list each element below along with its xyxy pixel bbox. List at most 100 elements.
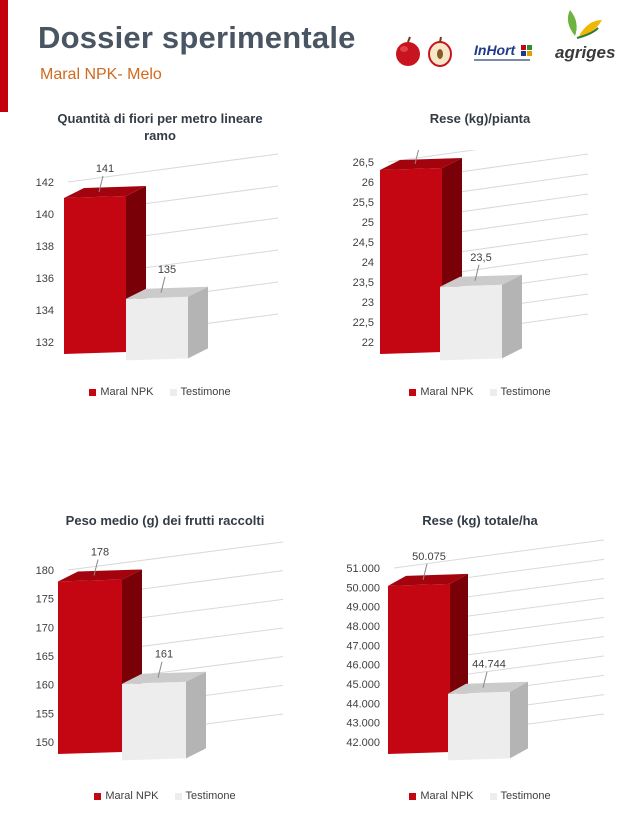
chart-title: Rese (kg)/pianta [429,111,531,126]
legend-label: Maral NPK [100,386,154,398]
bar-side [188,286,208,359]
y-tick-label: 23,5 [353,277,374,289]
logo-strip: InHort agriges [392,8,628,74]
legend-item: Maral NPK [94,790,159,802]
bar-top [58,569,142,582]
y-tick-label: 165 [36,651,54,663]
agriges-logo-text: agriges [555,43,615,62]
chart-legend: Maral NPK Testimone [330,386,630,398]
data-label-leader [414,150,420,165]
bar-top [448,681,528,694]
y-tick-label: 46.000 [346,660,380,672]
bar-side [186,671,206,759]
legend-label: Testimone [185,790,236,802]
chart-title: Quantità di fiori per metro lineare ramo [57,111,263,143]
legend-label: Testimone [500,386,551,398]
chart-legend: Maral NPK Testimone [10,790,320,802]
bar-top [122,671,206,684]
data-label-leader [474,264,480,281]
legend-item: Testimone [174,790,236,802]
y-tick-label: 45.000 [346,679,380,691]
legend-swatch [94,792,102,800]
gridline [387,150,478,163]
chart-title: Peso medio (g) dei frutti raccolti [65,513,265,528]
bar-top [380,158,462,170]
inhort-logo: InHort [474,42,532,61]
chart-legend: Maral NPK Testimone [10,386,310,398]
y-tick-label: 25 [362,217,374,229]
legend-label: Testimone [180,386,231,398]
y-tick-label: 24 [362,257,374,269]
y-tick-label: 26,5 [353,157,374,169]
y-tick-label: 50.000 [346,582,380,594]
data-label: 178 [91,546,109,558]
legend-swatch [169,388,177,396]
data-label: 135 [158,264,176,276]
data-label-leader [482,671,488,688]
y-tick-label: 160 [36,680,54,692]
legend-swatch [409,792,417,800]
chart-title: Rese (kg) totale/ha [422,513,538,528]
bar-front [58,579,122,754]
y-tick-label: 175 [36,594,54,606]
data-label-leader [93,559,99,576]
data-label: 141 [96,163,114,175]
chart-flowers: Quantità di fiori per metro lineare ramo… [10,110,310,410]
y-tick-label: 136 [36,273,54,285]
y-tick-label: 44.000 [346,698,380,710]
data-label: 44.744 [472,659,506,671]
chart-yield-per-hectare: Rese (kg) totale/ha 42.000 43.000 44.000 45… [330,512,630,812]
legend-item: Testimone [169,386,231,398]
y-tick-label: 138 [36,241,54,253]
y-tick-label: 47.000 [346,640,380,652]
bar-front [448,691,510,761]
chart-plot: 150 155 160 165 170 175 180 178 161 [36,541,284,761]
legend-item: Testimone [489,386,551,398]
y-tick-label: 170 [36,622,54,634]
bar-top [64,186,146,198]
y-tick-label: 155 [36,708,54,720]
data-label-leader [157,661,163,678]
y-tick-label: 140 [36,209,54,221]
bar-front [440,284,502,361]
bar-front [388,583,450,754]
bar-front [126,296,188,361]
y-tick-label: 180 [36,565,54,577]
chart-legend: Maral NPK Testimone [330,790,630,802]
data-label: 161 [155,649,173,661]
bar-top [126,286,208,299]
y-tick-label: 150 [36,737,54,749]
gridline [393,539,605,569]
data-label-leader [98,175,104,193]
legend-swatch [174,792,182,800]
legend-item: Testimone [489,790,551,802]
legend-swatch [489,792,497,800]
logo-group: InHort agriges [396,10,615,67]
y-tick-label: 132 [36,337,54,349]
legend-item: Maral NPK [409,790,474,802]
data-label-leader [160,276,166,293]
legend-swatch [489,388,497,396]
page-subtitle: Maral NPK- Melo [40,66,162,83]
legend-label: Maral NPK [420,386,474,398]
legend-item: Maral NPK [89,386,154,398]
data-label: 50.075 [412,551,446,563]
accent-bar [0,0,8,112]
page-title: Dossier sperimentale [38,20,356,55]
data-label: 23,5 [470,252,491,264]
bar-top [440,274,522,287]
y-tick-label: 51.000 [346,563,380,575]
bar-front [122,681,186,761]
gridline [67,541,284,571]
legend-item: Maral NPK [409,386,474,398]
bar-front [380,168,442,354]
data-label-leader [422,563,428,581]
legend-label: Maral NPK [420,790,474,802]
y-tick-label: 134 [36,305,54,317]
apple-logo [396,36,452,67]
chart-yield-per-plant: Rese (kg)/pianta 22 22,5 23 23,5 24 24,5 25 25,… [330,110,630,410]
agriges-logo: agriges [555,10,615,62]
y-tick-label: 22 [362,337,374,349]
bar-side [510,681,528,759]
